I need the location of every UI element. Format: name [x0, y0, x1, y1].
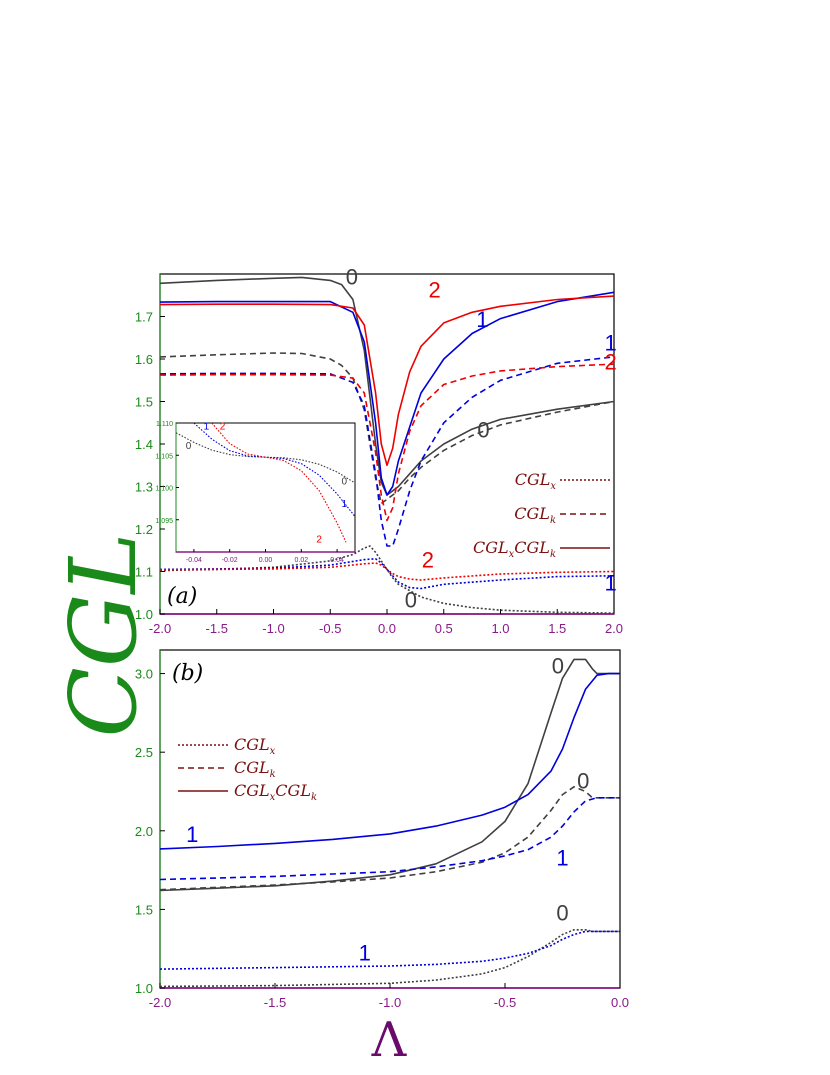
y-tick-label: 1.7	[135, 310, 153, 325]
curve-label: 2	[429, 277, 441, 302]
x-tick-label: 1.0	[491, 621, 509, 636]
curve-label: 1	[604, 571, 616, 596]
series-group	[160, 658, 620, 988]
curve-label: 1	[186, 822, 198, 847]
curve-label: 0	[477, 418, 489, 443]
x-tick-label: -1.5	[206, 621, 228, 636]
plot-frame	[159, 649, 621, 989]
x-tick-label: 0.00	[259, 557, 273, 564]
figure-x-label: Λ	[371, 1012, 408, 1068]
figure-y-label: CGL	[50, 533, 157, 738]
y-tick-label: 1.105	[155, 453, 173, 460]
series-2-solid	[160, 295, 614, 467]
x-tick-label: 0.5	[435, 621, 453, 636]
series-0-dotted	[160, 929, 620, 988]
curve-label: 0	[556, 900, 568, 925]
curve-label: 0	[341, 476, 347, 487]
panel-b: -2.0 -1.5 -1.0 -0.5 0.0 1.0 1.5 2.0 2.5 3.0 0 0 1 1 0 1…	[135, 649, 629, 1010]
curve-label: 1	[204, 421, 210, 432]
y-tick-label: 1.1	[135, 565, 153, 580]
x-tick-label: -2.0	[149, 995, 171, 1010]
x-tick-label: -1.5	[264, 995, 286, 1010]
y-tick-label: 1.2	[135, 522, 153, 537]
series-1-dashed	[160, 356, 614, 547]
curve-label: 0	[346, 265, 358, 290]
legend-label: CGLxCGLk	[473, 538, 556, 560]
panel-tag-b: (b)	[172, 661, 203, 686]
y-tick-label: 1.0	[135, 607, 153, 622]
y-tick-label: 1.100	[155, 486, 173, 493]
series-2-dashed	[160, 363, 614, 522]
x-tick-label: -0.02	[222, 557, 238, 564]
y-tick-label: 1.110	[156, 421, 173, 428]
series-1-dotted	[160, 930, 620, 970]
series-1-solid	[160, 291, 614, 496]
curve-label: 2	[422, 547, 434, 572]
series-1-dotted	[193, 423, 355, 517]
y-tick-label: 1.5	[135, 902, 153, 917]
legend-label: CGLx	[234, 735, 276, 757]
curve-label: 0	[186, 441, 192, 452]
x-tick-label: 0.04	[330, 557, 344, 564]
series-2-dotted	[160, 562, 614, 581]
x-tick-label: 0.0	[378, 621, 396, 636]
series-group	[176, 423, 355, 543]
legend-label: CGLxCGLk	[234, 781, 317, 803]
curve-label: 0	[552, 654, 564, 679]
panel-tag-a: (a)	[167, 584, 197, 609]
series-0-dashed	[160, 786, 620, 891]
y-tick-label: 2.0	[135, 824, 153, 839]
series-0-dotted	[176, 432, 355, 484]
y-tick-label: 3.0	[135, 667, 153, 682]
curve-label: 1	[556, 845, 568, 870]
curve-label: 2	[604, 350, 616, 375]
y-tick-label: 1.5	[135, 395, 153, 410]
plot-frame	[175, 422, 356, 553]
series-1-dashed	[160, 797, 620, 881]
y-tick-label: 1.6	[135, 352, 153, 367]
x-tick-label: 2.0	[605, 621, 623, 636]
curve-label: 1	[604, 331, 616, 356]
curve-label: 0	[577, 768, 589, 793]
legend-label: CGLk	[234, 758, 276, 780]
curve-label: 1	[476, 307, 488, 332]
curve-label: 2	[316, 534, 322, 545]
x-tick-label: 0.02	[294, 557, 308, 564]
series-2-dotted	[211, 423, 347, 543]
y-tick-label: 1.0	[135, 981, 153, 996]
series-1-dotted	[160, 558, 614, 590]
series-0-dashed	[160, 352, 614, 505]
x-tick-label: 1.5	[548, 621, 566, 636]
y-tick-label: 2.5	[135, 745, 153, 760]
series-group	[160, 276, 614, 614]
y-tick-label: 1.095	[155, 518, 173, 525]
legend-label: CGLk	[514, 504, 556, 526]
curve-label: 0	[405, 588, 417, 613]
x-tick-label: -1.0	[262, 621, 284, 636]
curve-label: 1	[359, 940, 371, 965]
x-tick-label: -2.0	[149, 621, 171, 636]
series-1-solid	[160, 672, 620, 850]
x-tick-label: -0.5	[319, 621, 341, 636]
x-tick-label: -0.5	[494, 995, 516, 1010]
y-tick-label: 1.3	[135, 480, 153, 495]
curve-label: 1	[341, 499, 347, 510]
x-tick-label: 0.0	[611, 995, 629, 1010]
x-tick-label: -1.0	[379, 995, 401, 1010]
curve-label: 2	[220, 421, 226, 432]
legend-label: CGLx	[515, 470, 557, 492]
y-tick-label: 1.4	[135, 437, 153, 452]
panel-a-inset: -0.04 -0.02 0.00 0.02 0.04 1.095 1.100 1.105 1.1…	[155, 421, 356, 564]
x-tick-label: -0.04	[186, 557, 202, 564]
